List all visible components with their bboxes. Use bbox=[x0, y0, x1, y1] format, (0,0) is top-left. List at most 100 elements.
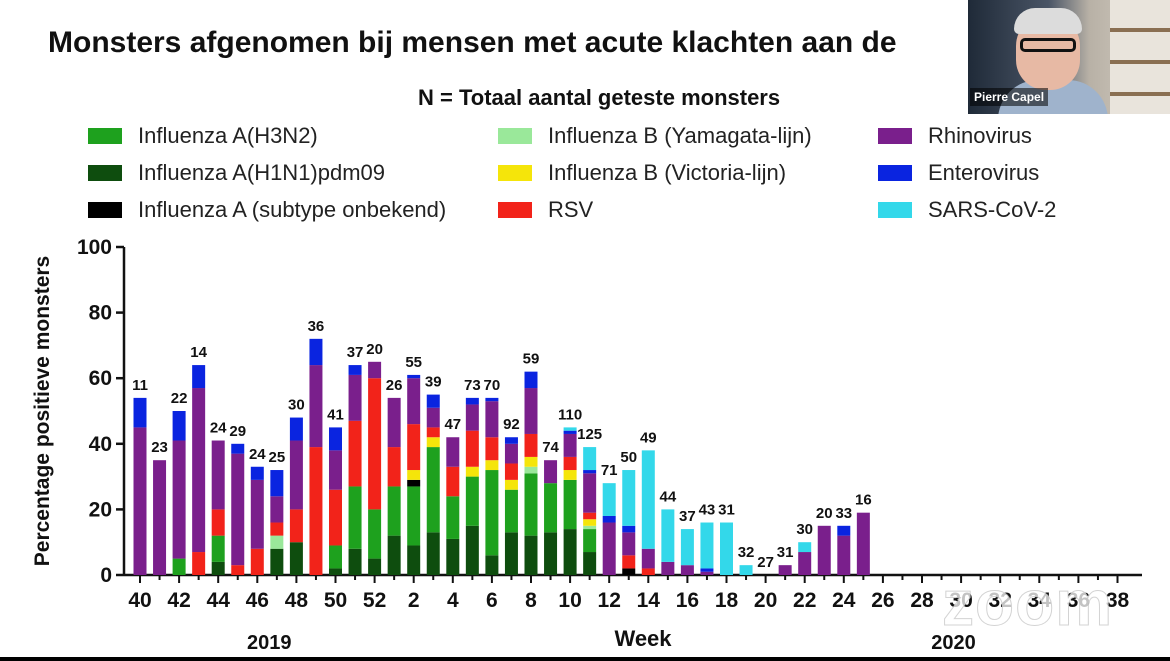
bar-segment bbox=[250, 479, 264, 549]
x-tick-label: 6 bbox=[486, 589, 498, 612]
bar-segment bbox=[602, 515, 616, 523]
bar-segment bbox=[524, 433, 538, 457]
bar-segment bbox=[622, 568, 636, 575]
bar-segment bbox=[661, 509, 675, 562]
bar-segment bbox=[309, 447, 323, 575]
bar-segment bbox=[368, 378, 382, 510]
bar-segment bbox=[289, 542, 303, 575]
n-label: 47 bbox=[444, 416, 461, 433]
bar-segment bbox=[407, 378, 421, 425]
bar-segment bbox=[563, 470, 577, 480]
bar-segment bbox=[426, 427, 440, 438]
bar-segment bbox=[446, 496, 460, 539]
bar-segment bbox=[192, 365, 206, 389]
bar-segment bbox=[250, 548, 264, 575]
legend-swatch bbox=[88, 202, 122, 218]
n-label: 16 bbox=[855, 492, 872, 509]
bar-segment bbox=[485, 460, 499, 471]
bar-segment bbox=[856, 512, 870, 575]
bar-segment bbox=[348, 486, 362, 549]
bar-segment bbox=[778, 565, 792, 575]
bar-segment bbox=[700, 571, 714, 575]
legend-item: Influenza B (Victoria-lijn) bbox=[498, 160, 786, 186]
bar-segment bbox=[524, 388, 538, 434]
bar-segment bbox=[172, 558, 186, 575]
y-tick-label: 0 bbox=[100, 564, 112, 587]
n-label: 29 bbox=[229, 423, 246, 440]
bar-segment bbox=[544, 532, 558, 575]
x-tick-label: 48 bbox=[285, 589, 309, 612]
bar-segment bbox=[231, 453, 245, 566]
n-label: 41 bbox=[327, 406, 344, 423]
bar-segment bbox=[680, 529, 694, 566]
bar-segment bbox=[798, 542, 812, 553]
bar-segment bbox=[504, 443, 518, 464]
legend-label: SARS-CoV-2 bbox=[928, 197, 1057, 222]
zoom-watermark: zoom bbox=[941, 567, 1114, 640]
bar-segment bbox=[700, 568, 714, 572]
n-label: 125 bbox=[577, 426, 602, 443]
bar-segment bbox=[329, 545, 342, 569]
bar-segment bbox=[504, 489, 518, 533]
bar-segment bbox=[289, 440, 303, 510]
legend-item: RSV bbox=[498, 197, 593, 223]
x-tick-label: 50 bbox=[324, 589, 347, 612]
bar-segment bbox=[329, 568, 342, 575]
bar-segment bbox=[817, 525, 831, 575]
bar-segment bbox=[583, 473, 597, 513]
x-axis-label: Week bbox=[614, 626, 672, 651]
bar-segment bbox=[837, 535, 851, 575]
y-tick-label: 20 bbox=[89, 498, 112, 521]
legend-label: Rhinovirus bbox=[928, 123, 1032, 148]
bar-segment bbox=[446, 437, 460, 467]
bar-segment bbox=[348, 548, 362, 575]
n-label: 20 bbox=[366, 341, 383, 358]
bar-segment bbox=[485, 437, 499, 461]
legend-label: Enterovirus bbox=[928, 160, 1040, 185]
participant-hair bbox=[1014, 8, 1082, 34]
bar-segment bbox=[504, 463, 518, 480]
legend-label: RSV bbox=[548, 197, 594, 222]
n-label: 23 bbox=[151, 439, 168, 456]
n-label: 37 bbox=[347, 344, 364, 361]
bar-segment bbox=[504, 532, 518, 575]
bar-segment bbox=[563, 456, 577, 471]
x-tick-label: 14 bbox=[637, 589, 661, 612]
bar-segment bbox=[329, 489, 342, 546]
participant-video-tile[interactable]: Pierre Capel bbox=[968, 0, 1170, 114]
x-tick-label: 4 bbox=[447, 589, 459, 612]
bottom-edge-bar bbox=[0, 657, 1170, 661]
bar-segment bbox=[563, 479, 577, 530]
bar-segment bbox=[133, 427, 147, 575]
bar-segment bbox=[524, 371, 538, 389]
bar-segment bbox=[348, 420, 362, 487]
bar-segment bbox=[211, 561, 225, 575]
bar-segment bbox=[407, 545, 421, 575]
bar-segment bbox=[641, 568, 655, 575]
n-label: 31 bbox=[718, 502, 735, 519]
bar-segment bbox=[465, 430, 479, 467]
bar-segment bbox=[348, 374, 362, 421]
x-tick-label: 44 bbox=[207, 589, 231, 612]
chart-title: Monsters afgenomen bij mensen met acute … bbox=[48, 26, 897, 59]
n-label: 14 bbox=[190, 344, 207, 361]
legend-label: Influenza A(H3N2) bbox=[138, 123, 318, 148]
n-label: 26 bbox=[386, 377, 403, 394]
y-tick-label: 40 bbox=[89, 433, 112, 456]
legend-item: Influenza B (Yamagata-lijn) bbox=[498, 123, 812, 149]
x-tick-label: 2 bbox=[408, 589, 420, 612]
n-label: 20 bbox=[816, 505, 833, 522]
n-label: 44 bbox=[660, 488, 677, 505]
n-label: 37 bbox=[679, 508, 696, 525]
bar-segment bbox=[192, 388, 206, 553]
legend-swatch bbox=[498, 165, 532, 181]
bar-segment bbox=[837, 525, 851, 536]
bar-segment bbox=[622, 525, 636, 533]
bar-segment bbox=[798, 552, 812, 575]
x-tick-label: 36 bbox=[1067, 589, 1090, 612]
bar-segment bbox=[426, 532, 440, 575]
bar-segment bbox=[583, 552, 597, 575]
bar-segment bbox=[583, 470, 597, 474]
